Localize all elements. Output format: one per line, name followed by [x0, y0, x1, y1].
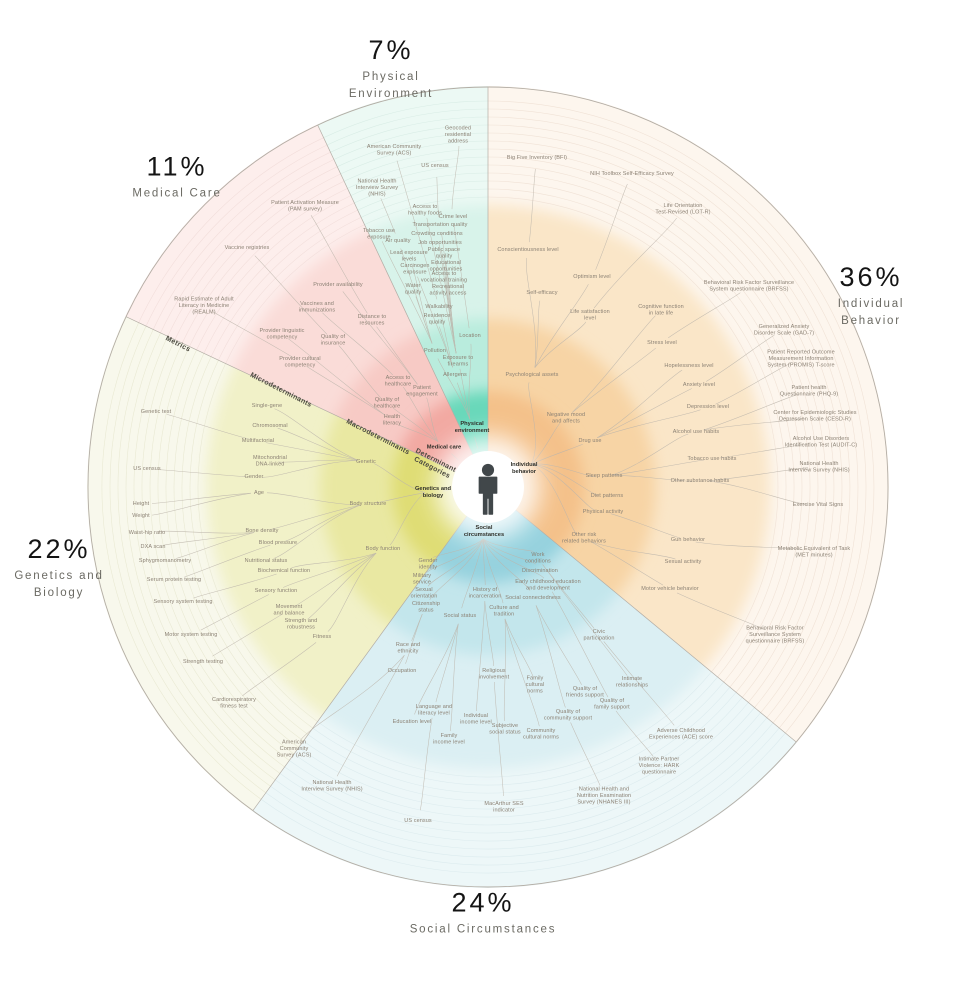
sector-title-genetics-and-biology: 22% Genetics and Biology	[14, 534, 103, 603]
connector-curves	[151, 145, 811, 811]
sector-title-individual-behavior: 36% Individual Behavior	[838, 262, 905, 331]
sector-percent: 36%	[839, 261, 903, 292]
person-icon	[478, 463, 498, 515]
sector-divider-line	[317, 124, 489, 488]
sector-name: Genetics and Biology	[14, 569, 104, 599]
sector-percent: 11%	[146, 151, 208, 182]
sector-name: Social Circumstances	[409, 923, 557, 936]
sector-medical-care	[125, 124, 488, 487]
sector-name: Physical Environment	[348, 70, 434, 100]
outer-circle	[87, 86, 889, 888]
sector-divider-line	[252, 486, 489, 811]
sector-title-social-circumstances: 24% Social Circumstances	[410, 887, 557, 938]
sector-title-medical-care: 11% Medical Care	[132, 151, 221, 202]
sector-title-physical-environment: 7% Physical Environment	[349, 35, 433, 104]
sector-percent: 24%	[451, 887, 515, 918]
sector-percent: 7%	[368, 34, 414, 65]
sector-name: Medical Care	[132, 187, 222, 200]
sector-name: Individual Behavior	[837, 297, 905, 327]
sector-divider-line	[125, 316, 489, 488]
sector-divider-line	[487, 486, 797, 743]
sector-percent: 22%	[27, 533, 91, 564]
